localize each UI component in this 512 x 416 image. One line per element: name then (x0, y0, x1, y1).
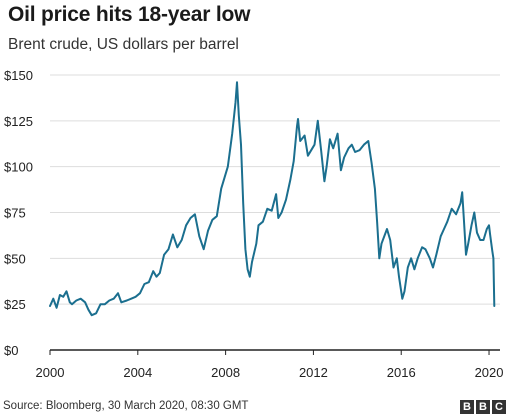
x-tick-label: 2016 (387, 365, 416, 380)
source-note: Source: Bloomberg, 30 March 2020, 08:30 … (3, 400, 249, 412)
x-tick-label: 2020 (475, 365, 504, 380)
x-tick-label: 2008 (211, 365, 240, 380)
y-tick-label: $100 (4, 160, 33, 175)
logo-letter: B (476, 400, 490, 414)
logo-letter: C (492, 400, 506, 414)
x-tick-label: 2000 (36, 365, 65, 380)
x-tick-label: 2004 (123, 365, 152, 380)
chart-title: Oil price hits 18-year low (8, 3, 251, 26)
y-tick-label: $75 (4, 206, 26, 221)
y-tick-label: $150 (4, 68, 33, 83)
line-chart: $0 $25 $50 $75 $100 $125 $150 2000 2004 2008 2012 2… (4, 68, 504, 380)
y-tick-label: $25 (4, 297, 26, 312)
logo-letter: B (460, 400, 474, 414)
series-line (49, 81, 496, 317)
x-tick-label: 2012 (299, 365, 328, 380)
y-tick-label: $0 (4, 343, 18, 358)
bbc-logo: B B C (460, 400, 506, 414)
y-tick-label: $125 (4, 114, 33, 129)
chart-subtitle: Brent crude, US dollars per barrel (8, 36, 239, 53)
y-tick-label: $50 (4, 251, 26, 266)
